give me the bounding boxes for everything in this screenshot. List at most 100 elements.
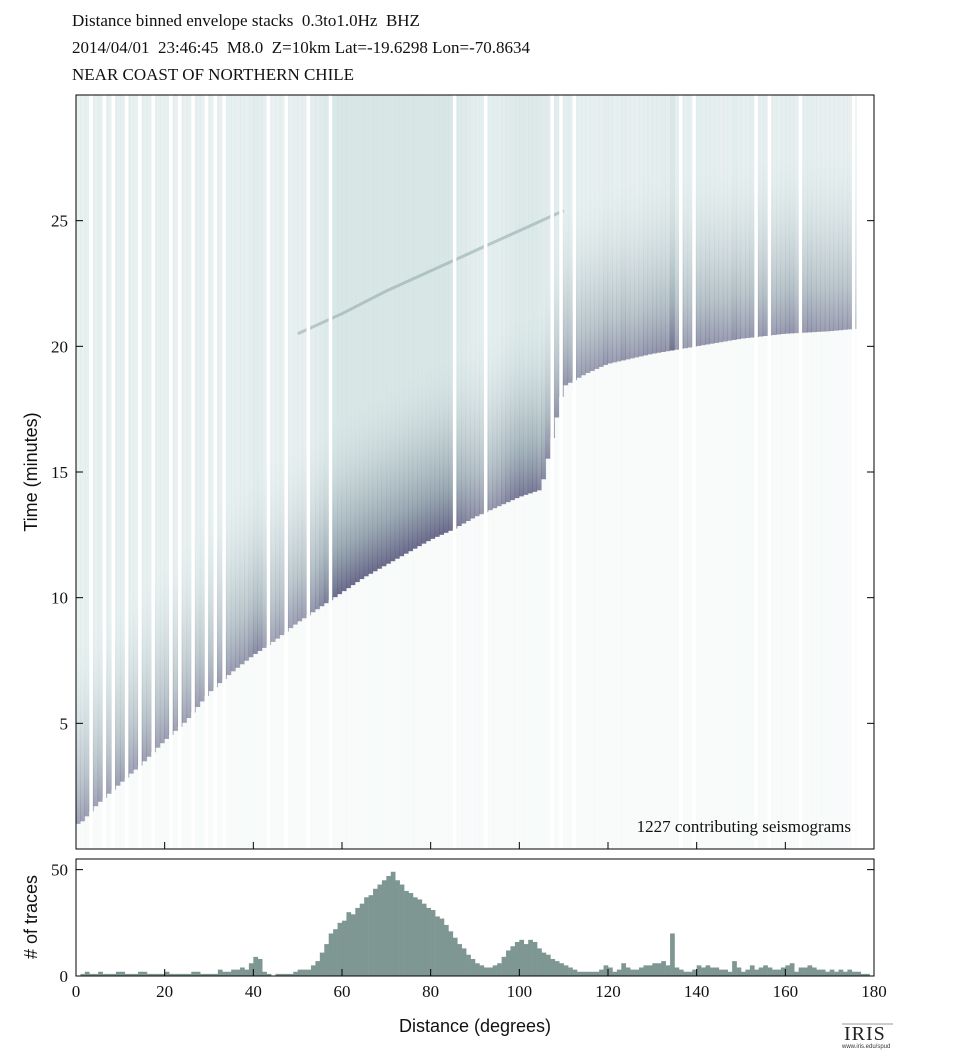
histogram-bar xyxy=(670,933,675,976)
pre-arrival-noise xyxy=(625,359,631,849)
arrival-band xyxy=(381,386,387,567)
arrival-band xyxy=(612,182,617,363)
arrival-band xyxy=(731,159,737,340)
heatmap-column xyxy=(133,95,139,770)
histogram-bar xyxy=(306,969,312,976)
arrival-band xyxy=(696,165,702,346)
empty-distance-column xyxy=(754,95,758,849)
histogram-bar xyxy=(146,973,152,976)
heatmap-column xyxy=(395,95,401,559)
arrival-band xyxy=(585,192,591,373)
arrival-band xyxy=(76,643,81,824)
histogram-bar xyxy=(860,973,866,976)
empty-distance-column xyxy=(452,95,457,849)
arrival-band xyxy=(363,396,369,577)
arrival-band xyxy=(784,153,790,334)
y-tick-label: 20 xyxy=(51,337,68,356)
heatmap-column xyxy=(244,95,250,661)
arrival-band xyxy=(239,484,245,665)
histogram-bar xyxy=(84,971,90,976)
histogram-bar xyxy=(288,973,294,976)
arrival-band xyxy=(403,373,409,554)
histogram-bar xyxy=(235,969,241,976)
arrival-band xyxy=(368,393,374,574)
histogram-bar xyxy=(195,971,201,976)
arrival-band xyxy=(745,158,750,339)
histogram-bar xyxy=(643,965,649,976)
arrival-band xyxy=(700,165,706,346)
region-name: NEAR COAST OF NORTHERN CHILE xyxy=(72,65,355,84)
figure-title: Distance binned envelope stacks 0.3to1.0… xyxy=(72,11,420,30)
heatmap-column xyxy=(528,95,534,494)
histogram-bar xyxy=(856,971,861,976)
histogram-bar xyxy=(209,973,214,976)
arrival-band xyxy=(576,197,582,378)
histogram-bar xyxy=(155,973,161,976)
pre-arrival-noise xyxy=(408,551,414,849)
histogram-bar xyxy=(226,971,232,976)
heatmap-column xyxy=(173,95,179,731)
pre-arrival-noise xyxy=(794,333,800,849)
arrival-band xyxy=(315,429,320,610)
pre-arrival-noise xyxy=(217,683,223,849)
histogram-bar xyxy=(284,973,290,976)
arrival-band xyxy=(252,473,258,654)
pre-arrival-noise xyxy=(244,660,250,849)
empty-distance-column xyxy=(692,95,696,849)
heatmap-column xyxy=(271,95,276,642)
heatmap-column xyxy=(368,95,374,574)
histogram-bar xyxy=(448,931,454,976)
histogram-bar xyxy=(825,971,830,976)
histogram-bar xyxy=(581,971,587,976)
arrival-band xyxy=(829,151,835,332)
histogram-bar xyxy=(714,967,720,976)
arrival-band xyxy=(847,149,852,330)
arrival-band xyxy=(505,322,511,503)
heatmap-column xyxy=(231,95,236,672)
histogram-bar xyxy=(501,956,507,976)
pre-arrival-noise xyxy=(226,675,232,849)
empty-distance-column xyxy=(191,95,195,849)
arrival-band xyxy=(332,417,338,598)
arrival-band xyxy=(119,601,125,782)
pre-arrival-noise xyxy=(319,606,325,849)
arrival-band xyxy=(416,366,422,547)
arrival-band xyxy=(146,576,152,757)
empty-distance-column xyxy=(222,95,226,849)
pre-arrival-noise xyxy=(448,530,454,849)
pre-arrival-noise xyxy=(315,609,321,849)
x-tick-label: 120 xyxy=(595,982,621,1001)
arrival-band xyxy=(838,150,843,331)
arrival-band xyxy=(780,154,786,335)
pre-arrival-noise xyxy=(98,801,103,849)
histogram-bar xyxy=(550,958,556,976)
pre-arrival-noise xyxy=(643,355,649,849)
heatmap-column xyxy=(293,95,299,625)
pre-arrival-noise xyxy=(248,657,254,849)
heatmap-column xyxy=(288,95,294,629)
arrival-band xyxy=(736,159,741,340)
empty-distance-column xyxy=(572,95,577,849)
arrival-band xyxy=(279,455,285,636)
pre-arrival-noise xyxy=(847,329,853,849)
arrival-band xyxy=(372,391,378,572)
heatmap-column xyxy=(107,95,112,794)
histogram-bar xyxy=(461,948,467,976)
arrival-band xyxy=(727,160,733,341)
pre-arrival-noise xyxy=(443,532,449,849)
arrival-band xyxy=(510,320,515,501)
heatmap-column xyxy=(408,95,414,552)
histogram-bar xyxy=(390,871,396,976)
histogram-bar xyxy=(240,967,245,976)
pre-arrival-noise xyxy=(501,504,507,849)
pre-arrival-noise xyxy=(231,671,236,849)
empty-distance-column xyxy=(204,95,209,849)
empty-distance-column xyxy=(266,95,271,849)
histogram-bar xyxy=(754,969,760,976)
pre-arrival-noise xyxy=(780,334,786,849)
histogram-bar xyxy=(200,973,205,976)
arrival-band xyxy=(226,495,232,676)
pre-arrival-noise xyxy=(581,375,587,849)
arrival-band xyxy=(310,432,316,613)
histogram-bar xyxy=(324,944,329,976)
